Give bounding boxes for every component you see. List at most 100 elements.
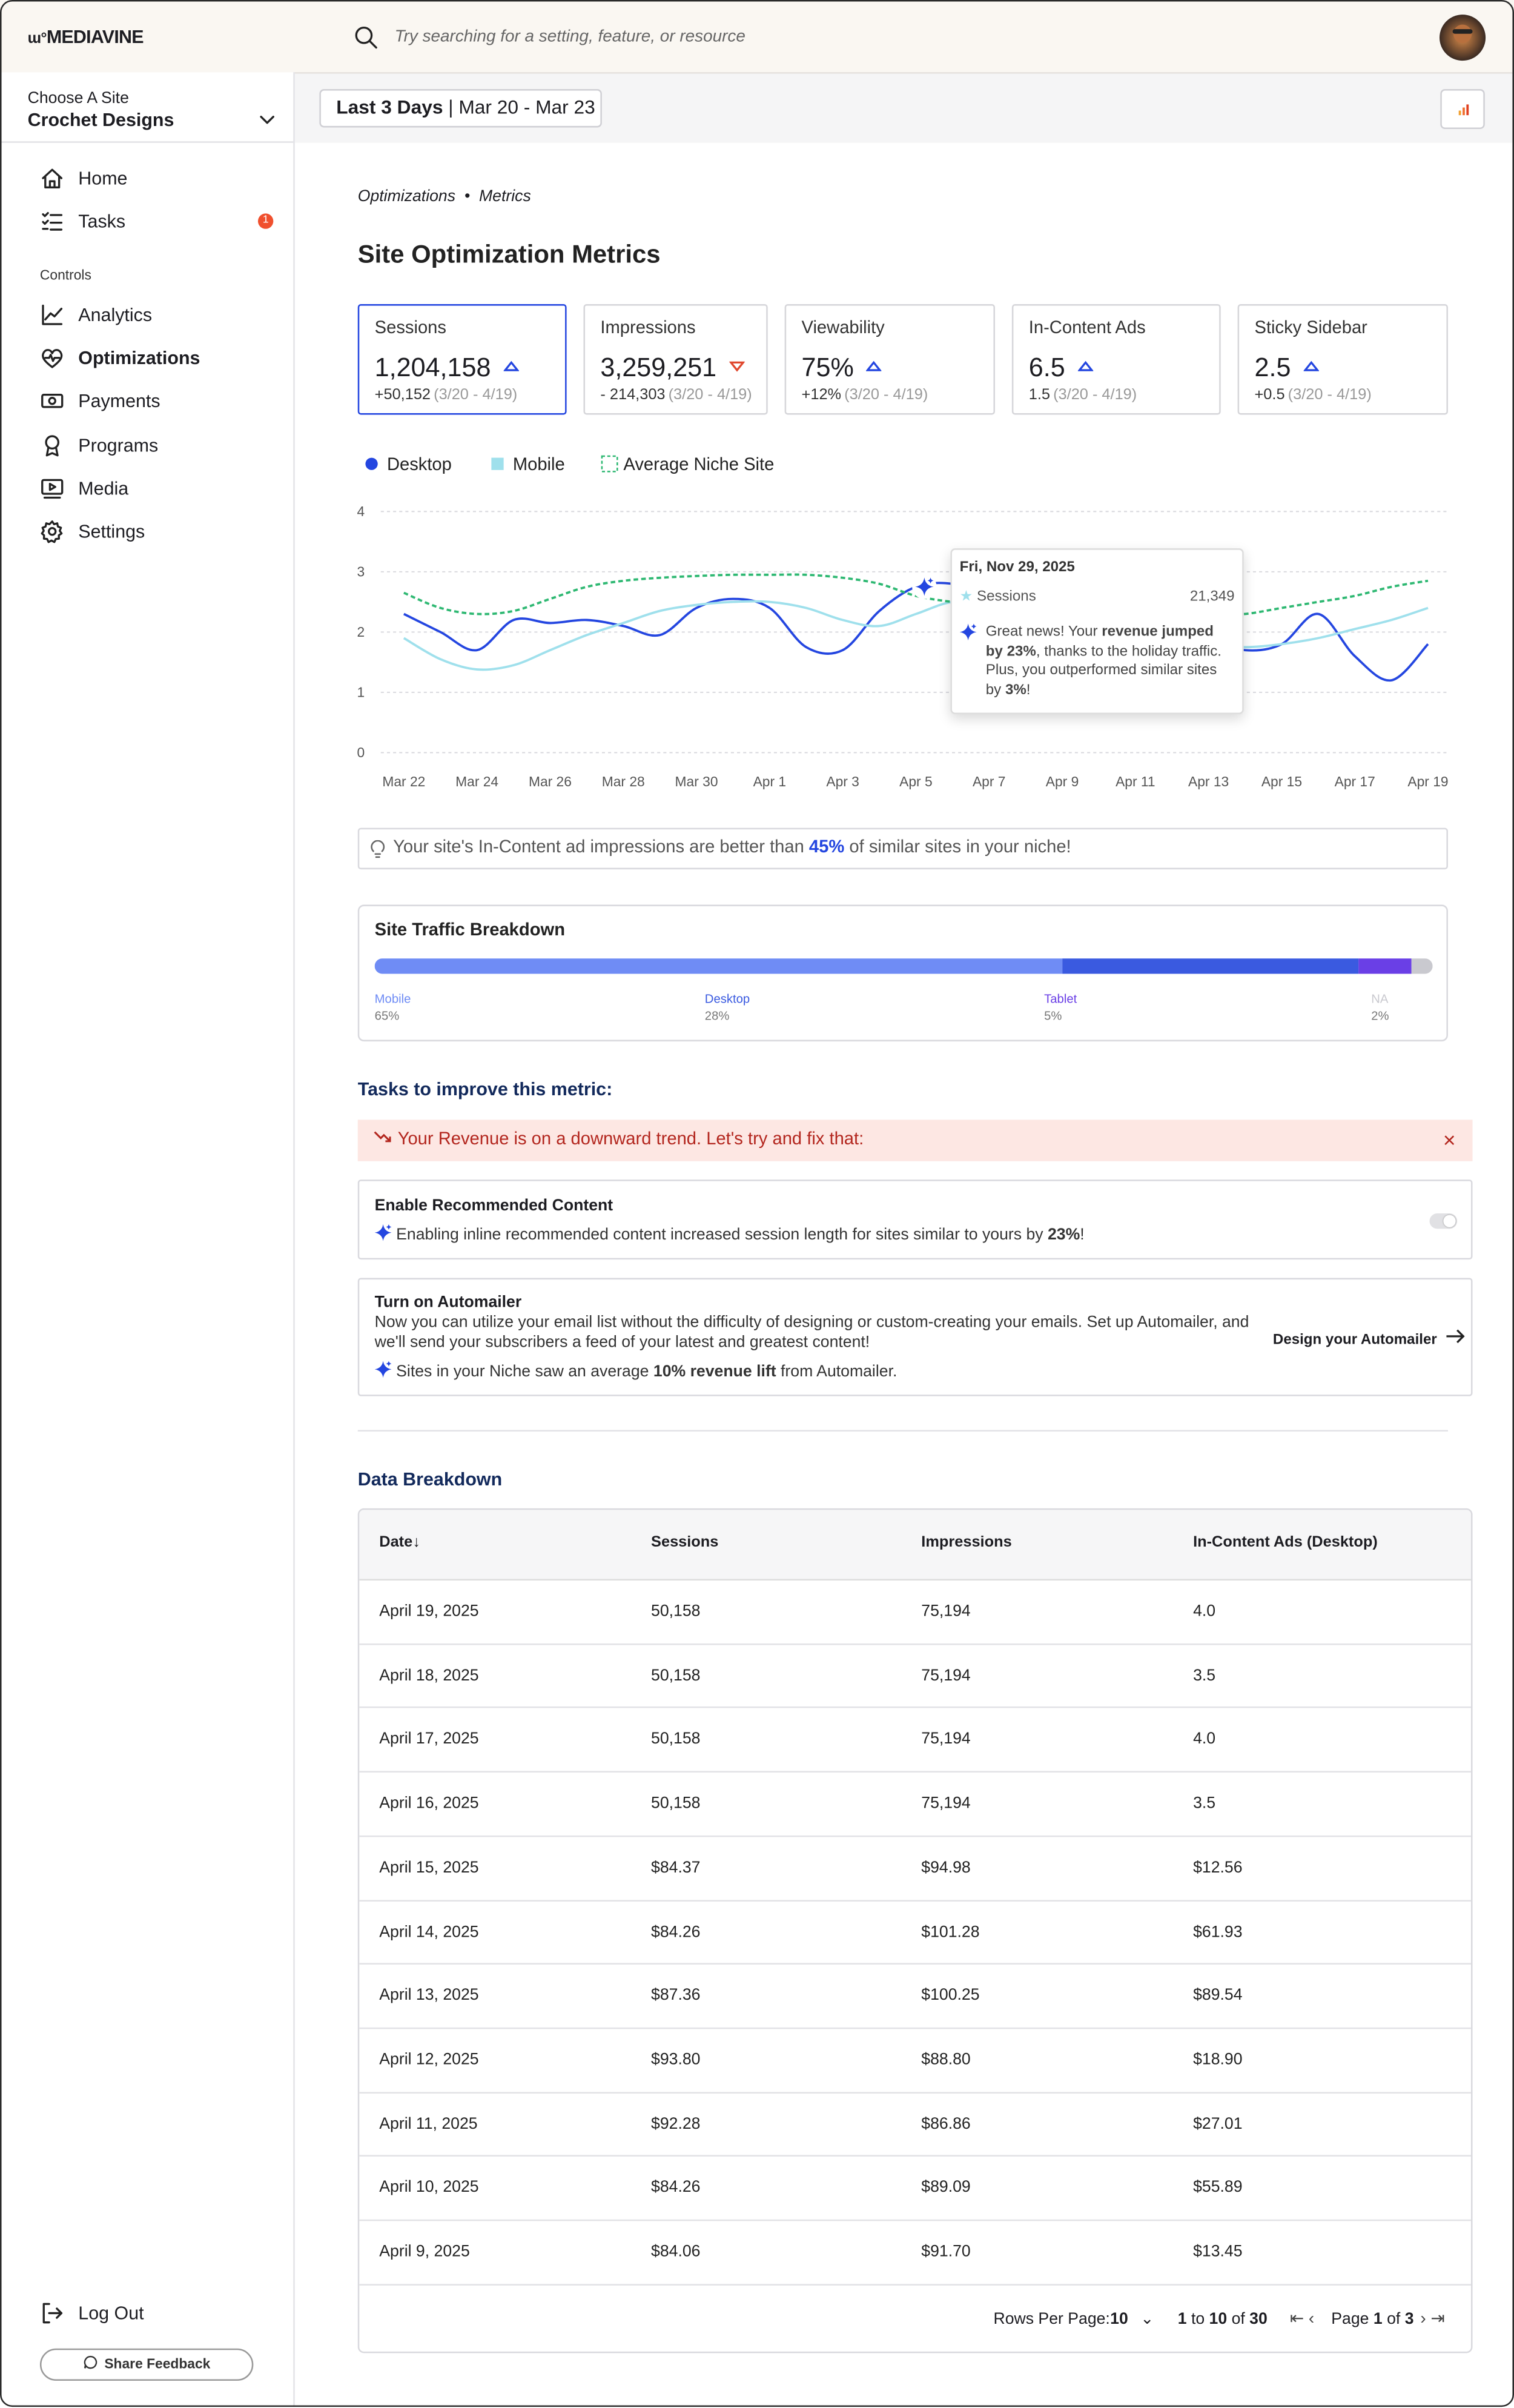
traffic-title: Site Traffic Breakdown [374,921,566,940]
text-segment: Sites in your Niche saw an average [396,1362,653,1381]
nav-item[interactable]: Media [78,477,129,500]
metric-number: 75% [801,353,854,383]
alert: Your Revenue is on a downward trend. Let… [357,1119,1473,1161]
task-action[interactable]: Design your Automailer [1273,1328,1466,1348]
chevron[interactable] [255,107,280,132]
cell: $89.09 [921,2178,971,2197]
section-label: Controls [39,267,91,283]
cell: 3.5 [1193,1666,1216,1685]
chart-button[interactable] [1440,89,1485,129]
period: (3/20 - 4/19) [434,386,518,404]
cell: $13.45 [1193,2242,1243,2261]
logout[interactable]: Log Out [78,2302,144,2324]
cell: $88.80 [921,2050,971,2069]
text-segment: 30 [1249,2310,1268,2329]
text-segment: of [1382,2310,1405,2329]
series-line [403,600,1429,671]
change: - 214,303 [600,386,666,404]
metric-value: 3,259,251 [600,349,745,384]
metric-card[interactable]: Sessions 1,204,158 +50,152 (3/20 - 4/19) [357,304,567,415]
site-label: Choose A Site [27,89,129,108]
trend-icon [1302,349,1319,380]
cell: $91.70 [921,2242,971,2261]
text-segment: ! [1026,681,1031,698]
row-line [359,1899,1472,1901]
text-segment: to [1186,2310,1209,2329]
metric-card[interactable]: Viewability 75% +12% (3/20 - 4/19) [784,304,996,415]
x-tick-label: Apr 19 [1407,774,1448,789]
column-header[interactable]: Date↓ [379,1534,420,1551]
nav-item[interactable]: Optimizations [78,347,200,369]
period: (3/20 - 4/19) [668,386,752,404]
legend-label: Mobile [513,455,565,474]
home-icon [42,168,63,188]
column-header: Sessions [651,1534,718,1551]
sidebar [0,72,295,2407]
page-nav[interactable]: ⇤ ‹ [1289,2310,1315,2329]
cell: $61.93 [1193,1922,1243,1941]
row-line [359,2091,1472,2093]
metric-card[interactable]: Impressions 3,259,251 - 214,303 (3/20 - 4/1… [583,304,768,415]
text-segment: from Automailer. [776,1362,897,1381]
cell: $93.80 [651,2050,701,2069]
cell: 50,158 [651,1730,701,1749]
traffic-segment [1358,958,1412,974]
cell: $84.37 [651,1858,701,1877]
tasks-icon [42,212,63,231]
chevron: ⌄ [1140,2310,1154,2329]
row-line [359,1706,1472,1709]
metric-number: 3,259,251 [600,353,717,383]
cell: April 16, 2025 [379,1794,479,1813]
search-input[interactable]: Try searching for a setting, feature, or… [394,27,745,47]
insight: Your site's In-Content ad impressions ar… [357,828,1448,870]
text-segment: Page [1331,2310,1374,2329]
metric-number: 1,204,158 [374,353,491,383]
nav-item[interactable]: Programs [78,434,159,457]
cell: $101.28 [921,1922,980,1941]
task-title: Enable Recommended Content [374,1196,613,1215]
site-name[interactable]: Crochet Designs [27,109,174,131]
y-tick-label: 4 [357,503,365,519]
page-nav[interactable]: › ⇥ [1420,2310,1445,2329]
nav-item[interactable]: Analytics [78,304,153,326]
metric-value: 75% [802,349,882,384]
nav-home[interactable]: Home [78,167,128,189]
y-tick-label: 2 [357,624,365,640]
text-segment: 1 [1177,2310,1187,2329]
logo[interactable]: ɯ°MEDIAVINE [27,26,144,48]
change: +12% [801,386,842,404]
avatar[interactable] [1439,14,1487,62]
y-tick-label: 1 [357,684,365,700]
feedback-button[interactable]: Share Feedback [39,2348,254,2381]
rows-select[interactable]: 10 ⌄ [1110,2310,1154,2328]
sort-arrow: ↓ [412,1534,420,1551]
task-description: Now you can utilize your email list with… [374,1313,1249,1352]
cell: 75,194 [921,1730,971,1749]
cell: April 14, 2025 [379,1922,479,1941]
text-segment: Great news! Your [985,623,1102,641]
x-tick-label: Mar 28 [602,774,645,789]
column-header: Impressions [921,1534,1011,1551]
text-segment: 1 [1373,2310,1383,2329]
trend-icon [865,349,882,380]
nav-item[interactable]: Settings [78,520,145,543]
date-range[interactable]: Last 3 Days | Mar 20 - Mar 23 [319,89,602,128]
cell: $84.06 [651,2242,701,2261]
toggle[interactable] [1429,1213,1458,1229]
metric-card[interactable]: Sticky Sidebar 2.5 +0.5 (3/20 - 4/19) [1237,304,1448,415]
cell: 4.0 [1193,1602,1216,1620]
x-tick-label: Mar 22 [382,774,425,789]
trend-icon [502,349,519,380]
crumb[interactable]: Optimizations [357,187,456,206]
divider [0,141,294,143]
metric-value: 6.5 [1029,349,1094,384]
metric-card[interactable]: In-Content Ads 6.5 1.5 (3/20 - 4/19) [1011,304,1221,415]
rows-label: Rows Per Page: [993,2310,1110,2329]
nav-icon [41,520,63,543]
nav-tasks[interactable]: Tasks [78,210,126,232]
nav-item[interactable]: Payments [78,390,160,412]
cell: April 9, 2025 [379,2242,470,2261]
cell: $94.98 [921,1858,971,1877]
close[interactable]: × [1443,1127,1456,1152]
cell: $89.54 [1193,1986,1243,2005]
